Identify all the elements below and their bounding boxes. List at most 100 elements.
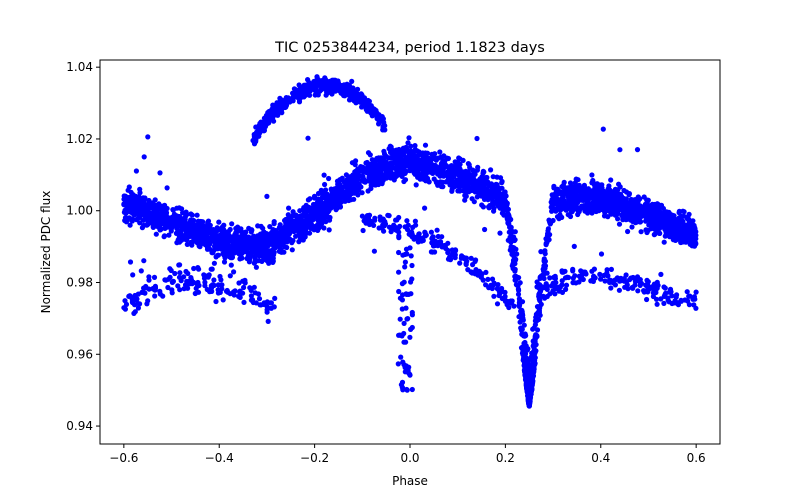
data-point — [177, 270, 183, 276]
data-point — [267, 224, 273, 230]
data-point — [363, 166, 370, 172]
data-point — [527, 383, 533, 389]
data-point — [472, 258, 478, 264]
data-point — [233, 242, 239, 248]
data-point — [256, 296, 263, 302]
data-point — [192, 227, 198, 233]
data-point — [408, 291, 414, 297]
data-point — [408, 229, 414, 235]
data-point — [667, 286, 674, 292]
y-tick-label: 1.02 — [66, 132, 93, 146]
data-point — [150, 224, 156, 230]
data-point — [248, 293, 254, 299]
data-point — [137, 190, 143, 196]
data-point — [131, 310, 137, 316]
data-point — [314, 74, 320, 80]
data-point — [133, 217, 140, 223]
data-point — [593, 208, 599, 215]
data-point — [502, 189, 508, 195]
data-point — [396, 332, 402, 338]
data-point — [637, 219, 643, 225]
data-point — [641, 289, 647, 295]
data-point — [508, 239, 514, 245]
data-point — [652, 221, 658, 227]
data-point — [494, 174, 500, 180]
data-point — [362, 178, 369, 185]
data-point — [406, 370, 412, 376]
data-point — [134, 296, 140, 302]
data-point — [252, 134, 258, 140]
data-point — [162, 202, 168, 208]
data-point — [669, 293, 675, 299]
data-point — [460, 188, 467, 194]
data-point — [312, 87, 318, 94]
data-point — [519, 316, 525, 322]
data-point — [246, 234, 252, 240]
data-point — [531, 360, 537, 366]
data-point — [650, 211, 656, 217]
data-point — [521, 362, 527, 369]
data-point — [221, 259, 228, 265]
data-point — [241, 299, 247, 305]
data-point — [638, 280, 645, 286]
data-point — [669, 229, 675, 235]
data-point — [644, 199, 650, 205]
data-point — [176, 262, 182, 268]
data-point — [622, 213, 629, 219]
data-point — [661, 239, 667, 245]
data-point — [408, 253, 414, 259]
data-point — [422, 155, 428, 161]
data-point — [399, 306, 405, 312]
data-point — [199, 222, 206, 229]
data-point — [279, 249, 285, 255]
data-point — [412, 146, 418, 153]
data-point — [261, 301, 267, 307]
data-point — [534, 279, 540, 285]
data-point — [127, 259, 134, 265]
data-point — [483, 282, 489, 288]
data-point — [128, 205, 134, 211]
data-point — [631, 202, 637, 208]
chart-title: TIC 0253844234, period 1.1823 days — [274, 40, 545, 56]
data-point — [453, 160, 459, 166]
data-point — [125, 197, 132, 203]
data-point — [123, 301, 130, 307]
data-point — [399, 169, 406, 175]
data-point — [675, 218, 682, 224]
data-point — [122, 306, 128, 312]
data-point — [409, 386, 415, 393]
data-point — [397, 316, 403, 322]
data-point — [512, 267, 518, 273]
data-point — [130, 295, 136, 301]
data-point — [372, 108, 378, 115]
data-point — [126, 184, 132, 190]
data-point — [129, 299, 135, 305]
data-point — [488, 167, 494, 173]
data-point — [146, 197, 152, 204]
data-point — [563, 201, 570, 207]
data-point — [365, 188, 371, 194]
data-point — [432, 249, 438, 255]
data-point — [338, 90, 344, 96]
data-point — [685, 298, 691, 304]
data-point — [653, 296, 660, 302]
data-point — [208, 266, 214, 272]
data-point — [657, 230, 663, 236]
data-point — [353, 168, 359, 174]
data-point — [626, 191, 633, 197]
data-point — [168, 267, 174, 274]
data-point — [395, 157, 401, 163]
data-point — [650, 206, 656, 212]
data-point — [557, 207, 563, 213]
data-point — [415, 239, 421, 245]
data-point — [673, 294, 679, 300]
data-point — [355, 86, 361, 92]
data-point — [300, 237, 306, 243]
data-point — [329, 203, 335, 209]
data-point — [185, 285, 191, 291]
data-point — [550, 199, 557, 205]
data-point — [460, 157, 466, 163]
data-point — [371, 168, 377, 174]
data-point — [133, 168, 139, 174]
data-point — [520, 352, 526, 358]
